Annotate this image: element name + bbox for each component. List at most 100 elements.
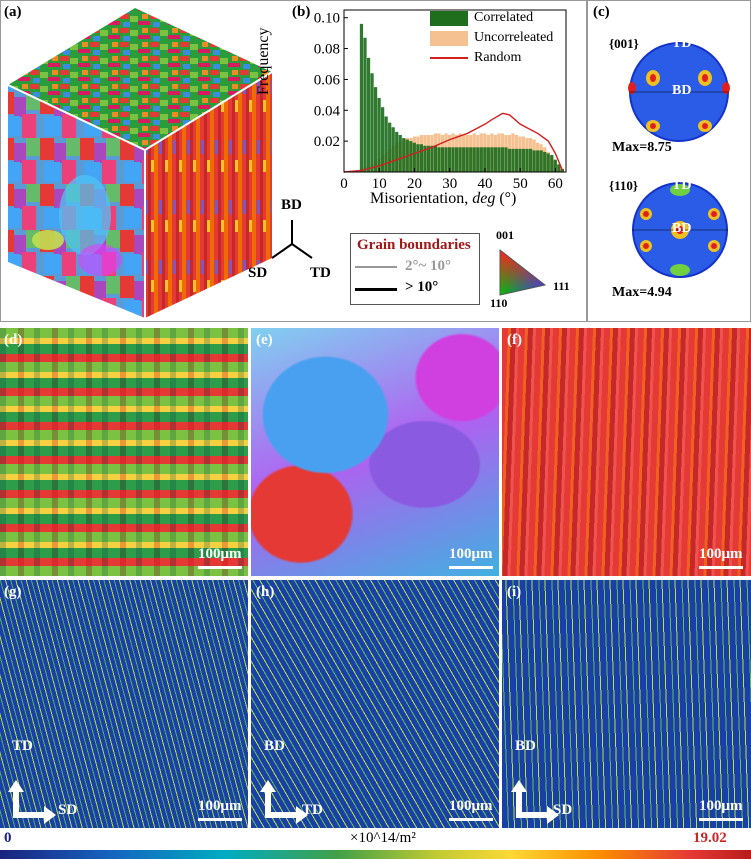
panel-label-d: (d)	[4, 332, 23, 348]
legend-label-random: Random	[474, 50, 522, 65]
x-tick-label: 60	[548, 176, 563, 192]
pf-001-bd: BD	[672, 83, 692, 98]
gb-high-label: > 10°	[405, 279, 439, 295]
ipf-001: 001	[496, 228, 514, 242]
bar-correlated	[532, 150, 536, 172]
bar-correlated	[462, 147, 466, 172]
bar-correlated	[553, 159, 557, 172]
bar-correlated	[423, 145, 427, 172]
bar-correlated	[476, 147, 480, 172]
bar-correlated	[543, 151, 547, 172]
bar-correlated	[416, 144, 420, 172]
bar-correlated	[493, 147, 498, 172]
legend-swatch-correlated	[430, 10, 468, 26]
bar-correlated	[447, 147, 452, 172]
bar-correlated	[500, 147, 505, 172]
bar-correlated	[546, 153, 550, 172]
scale-bar-e	[449, 566, 493, 569]
x-tick-label: 20	[407, 176, 422, 192]
pole-figure-110	[632, 182, 728, 278]
bar-correlated	[430, 145, 434, 172]
x-tick-label: 10	[372, 176, 387, 192]
x-tick-label: 50	[513, 176, 528, 192]
bar-correlated	[398, 134, 402, 172]
bar-correlated	[377, 97, 381, 172]
bar-correlated	[521, 148, 526, 172]
bar-correlated	[511, 148, 515, 172]
x-tick-label: 0	[340, 176, 348, 192]
scale-bar-label-i: 100μm	[699, 798, 743, 814]
bar-correlated	[440, 147, 445, 172]
bar-correlated	[518, 148, 522, 172]
chart-frame	[343, 9, 567, 173]
bar-correlated	[426, 145, 431, 172]
legend-random: Random	[430, 48, 553, 68]
colorbar-unit: ×10^14/m²	[350, 830, 416, 846]
bar-correlated	[557, 164, 561, 172]
pf-110-bd: BD	[672, 221, 692, 236]
panel-label-h: (h)	[256, 584, 275, 600]
direction-arrows-g	[8, 780, 56, 824]
grain-boundaries-legend: Grain boundaries 2°~ 10° > 10°	[350, 233, 480, 305]
gb-low-line	[355, 266, 397, 268]
line-random	[343, 112, 564, 173]
legend-swatch-uncorrelated	[430, 30, 468, 46]
axis-sd-label: SD	[248, 265, 268, 281]
pf-001-label: {001}	[609, 36, 639, 51]
axis-sd-line	[271, 243, 293, 259]
misorientation-chart: 0 10 20 30 40 50 60 0.02 0.04 0.06 0.08 0.10	[314, 9, 567, 192]
bar-correlated	[529, 148, 533, 172]
bar-correlated	[388, 122, 392, 172]
bar-correlated	[469, 147, 473, 172]
bar-correlated	[395, 131, 399, 172]
pf-001-max: Max=8.75	[612, 140, 672, 155]
scale-bar-label-d: 100μm	[198, 546, 242, 562]
bar-correlated	[525, 148, 529, 172]
axis-td-label: TD	[310, 265, 331, 281]
bar-correlated	[384, 116, 388, 172]
chart-legend: Correlated Uncorreleated Random	[430, 8, 553, 68]
cube-top-face	[8, 8, 272, 150]
bar-correlated	[465, 147, 469, 172]
bar-correlated	[391, 127, 395, 172]
y-tick-label: 0.06	[314, 72, 341, 88]
bar-correlated	[514, 148, 519, 172]
scale-bar-label-h: 100μm	[449, 798, 493, 814]
legend-uncorrelated: Uncorreleated	[430, 28, 553, 48]
legend-label-correlated: Correlated	[474, 10, 534, 25]
scale-bar-label-e: 100μm	[449, 546, 493, 562]
bar-correlated	[507, 148, 512, 172]
bar-correlated	[437, 147, 441, 172]
bar-correlated	[483, 147, 487, 172]
bar-correlated	[539, 150, 543, 172]
bar-correlated	[381, 107, 385, 172]
bar-correlated	[479, 147, 483, 172]
panel-label-i: (i)	[507, 584, 522, 600]
bar-correlated	[433, 145, 438, 172]
scale-bar-i	[699, 818, 743, 821]
ipf-map-d	[0, 328, 248, 576]
scale-bar-label-g: 100μm	[198, 798, 242, 814]
scale-bar-f	[699, 566, 743, 569]
bar-correlated	[497, 147, 501, 172]
ipf-map-e	[251, 328, 499, 576]
scale-bar-d	[198, 566, 242, 569]
y-tick-label: 0.08	[314, 42, 340, 58]
panel-label-g: (g)	[4, 584, 22, 600]
ipf-111: 111	[553, 279, 570, 293]
bar-correlated	[366, 57, 371, 173]
bar-correlated	[402, 138, 406, 172]
axis-g-right: SD	[58, 802, 78, 818]
bar-correlated	[458, 147, 462, 172]
y-tick-label: 0.02	[314, 134, 340, 150]
gb-high-line	[355, 288, 397, 291]
legend-correlated: Correlated	[430, 8, 553, 28]
gb-low-label: 2°~ 10°	[405, 258, 452, 274]
bar-correlated	[550, 155, 554, 172]
bar-correlated	[444, 147, 448, 172]
bar-correlated	[363, 37, 367, 173]
axis-td-line	[291, 243, 313, 259]
scale-bar-label-f: 100μm	[699, 546, 743, 562]
ipf-map-f	[502, 328, 751, 576]
panel-label-b: (b)	[292, 4, 311, 20]
